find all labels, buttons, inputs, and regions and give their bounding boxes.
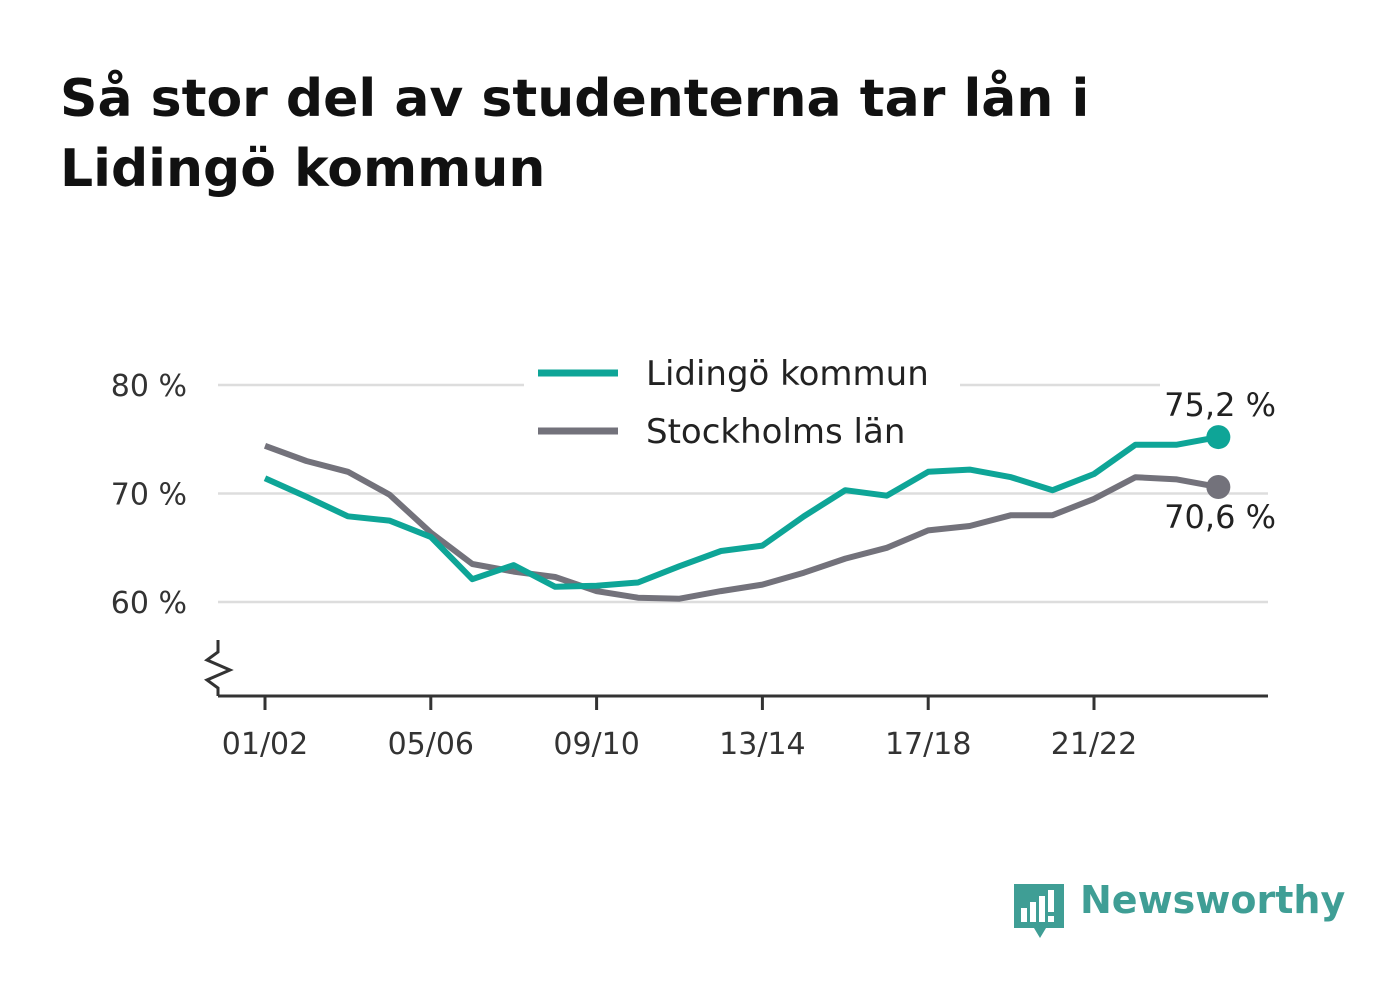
series-line-1	[263, 442, 1219, 602]
x-tick-label-3: 13/14	[719, 727, 805, 762]
newsworthy-logo: Newsworthy	[1010, 876, 1345, 940]
x-axis	[203, 640, 1268, 710]
y-tick-label-70: 70 %	[111, 478, 187, 513]
series-lines	[263, 425, 1231, 602]
legend-background	[524, 350, 960, 458]
bar-chart-speech-bubble-icon	[1014, 884, 1064, 938]
axis-break-icon	[203, 640, 234, 696]
legend-label-1: Stockholms län	[646, 412, 905, 452]
x-tick-label-2: 09/10	[553, 727, 639, 762]
x-axis-tick-labels: 01/02 05/06 09/10 13/14 17/18 21/22	[222, 727, 1137, 762]
end-label-background	[1160, 378, 1280, 424]
x-tick-label-1: 05/06	[388, 727, 474, 762]
y-tick-label-80: 80 %	[111, 369, 187, 404]
x-tick-label-0: 01/02	[222, 727, 308, 762]
brand-name: Newsworthy	[1080, 878, 1346, 922]
y-axis-tick-labels: 60 % 70 % 80 %	[111, 369, 187, 621]
end-label-0: 75,2 %	[1164, 386, 1276, 424]
x-tick-label-5: 21/22	[1051, 727, 1137, 762]
x-tick-label-4: 17/18	[885, 727, 971, 762]
end-label-1: 70,6 %	[1164, 498, 1276, 536]
series-end-point-0	[1206, 425, 1231, 450]
chart-title: Så stor del av studenterna tar lån i Lid…	[60, 69, 1090, 199]
end-labels: 75,2 % 70,6 %	[1160, 378, 1280, 536]
y-tick-label-60: 60 %	[111, 586, 187, 621]
series-line-0	[263, 434, 1219, 590]
series-end-point-1	[1206, 474, 1231, 499]
legend-label-0: Lidingö kommun	[646, 354, 929, 394]
legend: Lidingö kommun Stockholms län	[524, 350, 960, 458]
